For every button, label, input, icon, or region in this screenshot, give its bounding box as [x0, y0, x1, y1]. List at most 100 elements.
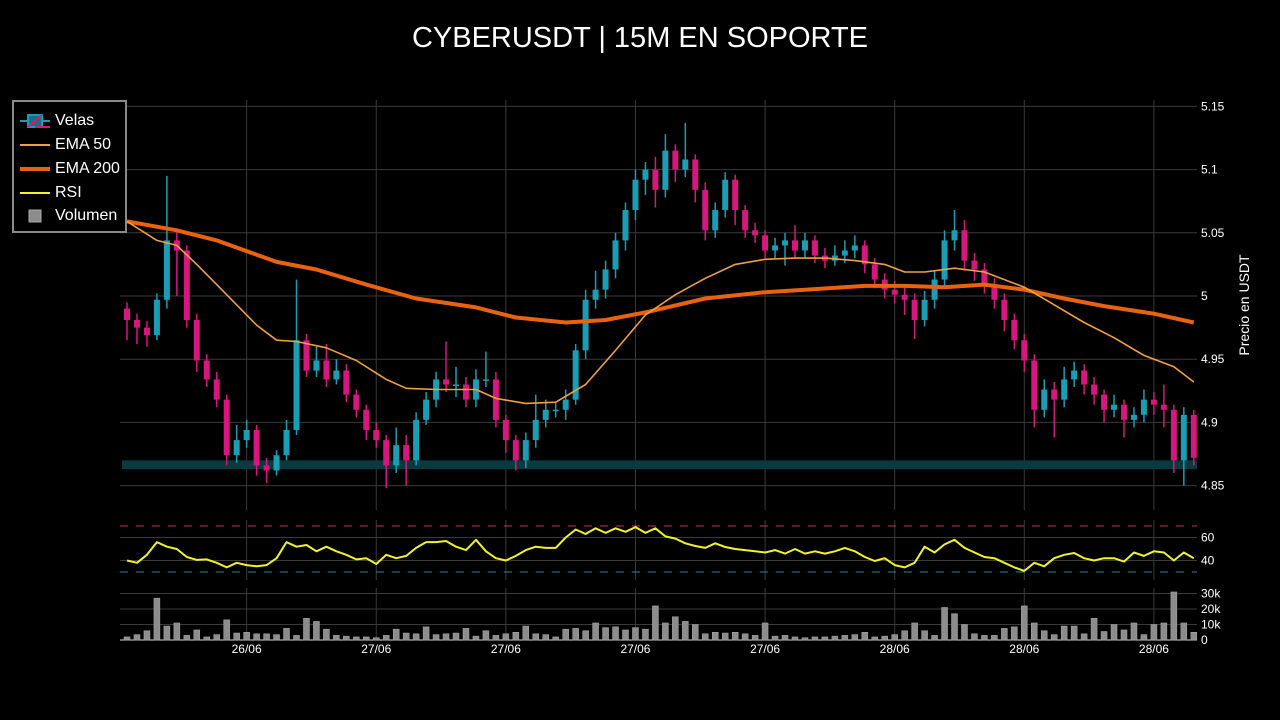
candle-up: [831, 255, 838, 261]
candle-up: [931, 279, 938, 300]
candle-up: [1130, 414, 1137, 420]
volume-bar: [602, 627, 609, 641]
volume-bar: [961, 624, 968, 641]
candle-up: [851, 245, 858, 251]
volume-tick-label: 20k: [1201, 602, 1221, 616]
volume-bar: [622, 629, 629, 641]
candle-down: [213, 379, 220, 400]
candle-up: [612, 240, 619, 270]
volume-tick-label: 10k: [1201, 618, 1221, 632]
legend-label: EMA 200: [55, 160, 120, 177]
legend-item-ema50[interactable]: EMA 50: [20, 135, 111, 155]
candle-up: [233, 440, 240, 456]
legend-label: RSI: [55, 184, 82, 201]
volume-bar: [562, 628, 569, 641]
candle-up: [662, 150, 669, 190]
volume-bar: [153, 597, 161, 641]
volume-bar: [552, 636, 559, 641]
candle-down: [1081, 370, 1088, 385]
volume-bar: [1021, 605, 1028, 641]
candle-up: [293, 340, 300, 430]
price-tick-label: 5: [1201, 289, 1208, 303]
candle-down: [652, 169, 659, 190]
time-tick-label: 27/06: [620, 642, 650, 656]
volume-bar: [253, 633, 260, 641]
time-tick-label: 28/06: [1139, 642, 1169, 656]
candle-up: [951, 230, 958, 241]
volume-bar: [303, 618, 310, 641]
volume-bar: [233, 632, 240, 641]
legend-item-volumen[interactable]: Volumen: [20, 206, 117, 226]
legend: Velas EMA 50 EMA 200 RSI Volumen: [12, 100, 127, 233]
volume-bar: [921, 630, 928, 641]
candle-down: [512, 440, 519, 461]
candle-down: [502, 419, 509, 441]
volume-bar: [283, 628, 290, 641]
candle-down: [1051, 389, 1058, 400]
candle-up: [423, 399, 430, 420]
candle-up: [413, 419, 420, 461]
support-zone: [122, 460, 1197, 470]
candle-up: [542, 409, 549, 420]
candle-up: [453, 384, 460, 386]
candle-down: [752, 230, 759, 236]
candle-down: [1160, 404, 1167, 410]
candle-down: [672, 150, 679, 170]
candle-up: [841, 250, 848, 256]
volume-bar: [502, 633, 510, 641]
volume-bar: [1011, 626, 1018, 641]
candle-up: [941, 240, 948, 280]
volume-bar: [861, 632, 869, 641]
volume-bar: [243, 632, 250, 641]
candle-down: [1021, 340, 1028, 361]
candle-up: [712, 210, 719, 231]
line-icon: [20, 144, 50, 146]
candle-down: [323, 360, 330, 380]
candle-up: [313, 360, 320, 371]
volume-bar: [1130, 622, 1138, 641]
candle-down: [811, 240, 818, 256]
time-tick-label: 26/06: [232, 642, 262, 656]
candle-down: [1121, 404, 1127, 420]
volume-bar: [522, 625, 530, 641]
candle-up: [153, 299, 160, 336]
candle-up: [592, 289, 599, 300]
volume-bar: [1140, 634, 1148, 641]
volume-bar: [512, 632, 520, 641]
candle-down: [193, 320, 200, 361]
time-tick-label: 27/06: [361, 642, 391, 656]
volume-bar: [452, 632, 460, 641]
volume-bar: [1090, 618, 1098, 641]
price-tick-label: 4.95: [1201, 352, 1225, 366]
volume-bar: [143, 630, 151, 641]
candle-down: [363, 409, 370, 430]
volume-bar: [293, 635, 300, 641]
legend-item-ema200[interactable]: EMA 200: [20, 159, 120, 179]
volume-bar: [582, 630, 589, 641]
candle-down: [742, 210, 749, 231]
legend-item-rsi[interactable]: RSI: [20, 183, 82, 203]
volume-bar: [213, 634, 220, 641]
volume-bar: [203, 636, 211, 641]
ema200-line: [126, 219, 1195, 325]
legend-item-velas[interactable]: Velas: [20, 111, 94, 131]
volume-bar: [432, 634, 440, 641]
volume-bar: [273, 634, 280, 641]
square-icon: [28, 209, 42, 223]
volume-bar: [1060, 625, 1068, 641]
volume-bar: [871, 636, 878, 641]
volume-bar: [612, 626, 619, 641]
price-tick-label: 4.85: [1201, 479, 1225, 493]
volume-bar: [951, 613, 958, 641]
volume-tick-label: 30k: [1201, 587, 1221, 601]
volume-bar: [402, 632, 410, 641]
volume-bar: [263, 633, 270, 641]
volume-bar: [412, 633, 420, 641]
volume-bar: [173, 622, 181, 641]
volume-bar: [791, 636, 799, 641]
price-tick-label: 5.1: [1201, 163, 1218, 177]
candle-down: [1170, 409, 1177, 461]
candle-up: [243, 429, 250, 441]
volume-bar: [1110, 624, 1118, 641]
volume-bar: [652, 605, 659, 641]
